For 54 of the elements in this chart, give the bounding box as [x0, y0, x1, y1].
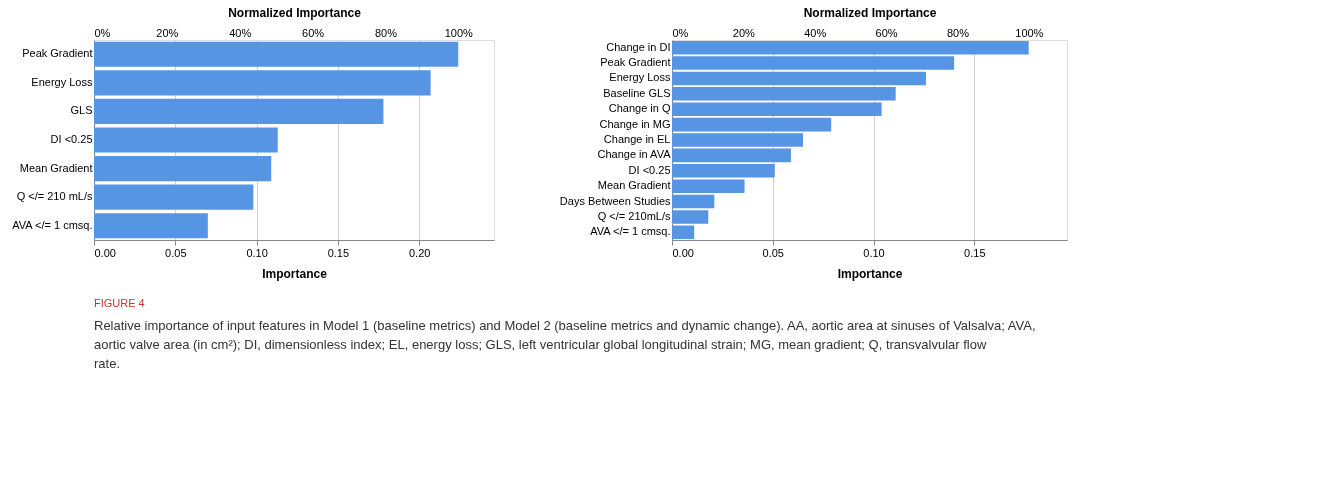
x-axis-title: Importance	[262, 266, 328, 281]
x-tick-label: 0.10	[246, 246, 268, 259]
x2-tick-label: 80%	[946, 26, 970, 39]
x2-tick-label: 40%	[804, 26, 827, 39]
x2-tick-label: 20%	[156, 26, 179, 39]
x2-axis-title: Normalized Importance	[803, 5, 937, 20]
x-tick-label: 0.15	[964, 246, 986, 259]
bar	[94, 184, 254, 210]
x2-tick-label: 60%	[875, 26, 898, 39]
y-tick-label: Q </= 210mL/s	[597, 209, 671, 222]
y-tick-label: Change in DI	[606, 40, 671, 53]
x-tick-label: 0.10	[863, 246, 885, 259]
y-tick-label: Change in Q	[608, 102, 671, 115]
bar	[94, 41, 459, 67]
x-tick-label: 0.15	[327, 246, 350, 259]
x-tick-label: 0.05	[762, 246, 784, 259]
y-tick-label: Change in EL	[603, 133, 671, 145]
bar	[94, 213, 208, 239]
bar	[94, 156, 272, 182]
x2-tick-label: 80%	[374, 26, 398, 39]
y-tick-label: Mean Gradient	[597, 179, 671, 192]
y-tick-label: GLS	[70, 104, 93, 117]
y-tick-label: Peak Gradient	[600, 56, 671, 69]
bar	[94, 127, 278, 153]
x2-axis-title: Normalized Importance	[228, 5, 362, 20]
y-tick-label: Energy Loss	[609, 71, 671, 84]
y-tick-label: Q </= 210 mL/s	[16, 190, 93, 203]
x2-tick-label: 0%	[94, 26, 111, 39]
caption: FIGURE 4	[94, 297, 145, 309]
y-tick-label: DI <0.25	[628, 163, 671, 176]
y-tick-label: Baseline GLS	[603, 86, 671, 99]
x-axis-title: Importance	[837, 266, 903, 281]
x2-tick-label: 40%	[229, 26, 252, 39]
bar	[94, 98, 384, 124]
y-tick-label: Peak Gradient	[22, 47, 93, 60]
x2-tick-label: 100%	[1015, 26, 1044, 39]
x-tick-label: 0.00	[672, 246, 694, 259]
y-tick-label: Change in AVA	[597, 148, 672, 161]
x-tick-label: 0.00	[94, 246, 116, 259]
x2-tick-label: 0%	[672, 26, 689, 39]
y-tick-label: Days Between Studies	[559, 194, 671, 207]
y-tick-label: AVA </= 1 cmsq.	[590, 225, 671, 238]
y-tick-label: AVA </= 1 cmsq.	[12, 218, 93, 231]
y-tick-label: Mean Gradient	[19, 161, 93, 174]
x2-tick-label: 100%	[444, 26, 474, 39]
x2-tick-label: 60%	[302, 26, 325, 39]
bar	[94, 70, 431, 96]
x-tick-label: 0.20	[408, 246, 431, 259]
x2-tick-label: 20%	[732, 26, 756, 39]
y-tick-label: DI <0.25	[50, 133, 93, 145]
x-tick-label: 0.05	[165, 246, 187, 259]
y-tick-label: Change in MG	[599, 117, 671, 130]
text: Relative importance of input features in Model 1 (baseline metrics) and Model 2 (baseline metrics and dynamic change). AA, aortic area at sinuses of Valsalva; AVA, aortic valve area (in cm²); DI, dimensionless index; EL, energy loss; GLS, left ventricular global longitudinal strain; MG, mean gradient; Q, transvalvular flow rate.	[94, 318, 1036, 371]
y-tick-label: Energy Loss	[31, 75, 93, 88]
